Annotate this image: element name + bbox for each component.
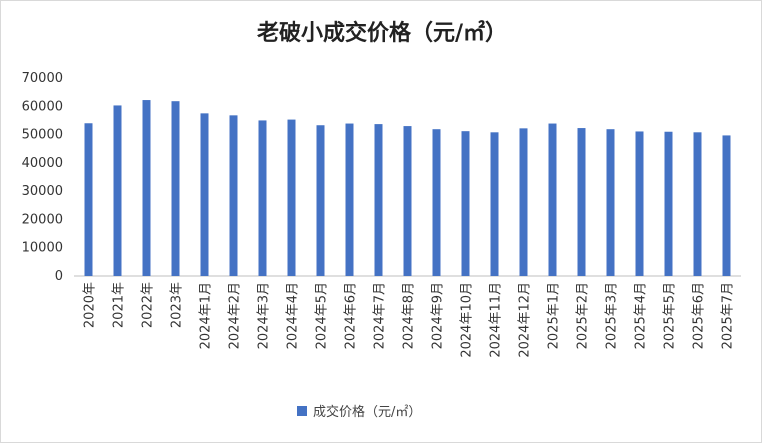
bar [171, 101, 180, 277]
bar [316, 125, 325, 276]
bar [200, 113, 209, 276]
bar [142, 100, 151, 276]
y-tick-label: 60000 [22, 99, 63, 114]
bar [577, 128, 586, 276]
bar [519, 128, 528, 276]
x-tick-label: 2024年2月 [228, 282, 243, 349]
legend: 成交价格（元/㎡） [297, 404, 421, 420]
x-tick-label: 2024年11月 [489, 282, 504, 358]
y-tick-label: 10000 [22, 241, 63, 256]
y-tick-label: 0 [55, 269, 63, 284]
bar [229, 115, 238, 276]
bar [635, 131, 644, 276]
x-tick-label: 2024年6月 [344, 282, 359, 349]
x-tick-label: 2021年 [112, 282, 127, 328]
x-tick-label: 2025年6月 [692, 282, 707, 349]
x-tick-label: 2024年9月 [431, 282, 446, 349]
bar [664, 131, 673, 276]
y-axis-ticks: 0 10000 20000 30000 40000 50000 60000 70000 [22, 71, 63, 284]
bar-series [84, 100, 731, 277]
x-tick-label: 2024年7月 [373, 282, 388, 349]
x-tick-label: 2024年5月 [315, 282, 330, 349]
bar [606, 129, 615, 276]
bar [722, 135, 731, 276]
x-tick-label: 2023年 [170, 282, 185, 328]
x-tick-label: 2024年1月 [199, 282, 214, 349]
y-tick-label: 40000 [22, 156, 63, 171]
x-tick-label: 2024年12月 [518, 282, 533, 358]
x-tick-label: 2025年2月 [576, 282, 591, 349]
x-tick-label: 2025年5月 [663, 282, 678, 349]
bar [345, 123, 354, 276]
bar [258, 120, 267, 276]
x-axis-ticks: 2020年 2021年 2022年 2023年 2024年1月 2024年2月 2024年3… [83, 282, 736, 358]
chart-title: 老破小成交价格（元/㎡） [256, 20, 507, 46]
x-tick-label: 2024年4月 [286, 282, 301, 349]
x-tick-label: 2025年1月 [547, 282, 562, 349]
bar [548, 123, 557, 276]
y-tick-label: 70000 [22, 71, 63, 86]
x-tick-label: 2024年8月 [402, 282, 417, 349]
x-tick-label: 2025年7月 [721, 282, 736, 349]
bar [432, 129, 441, 276]
x-tick-label: 2020年 [83, 282, 98, 328]
bar [374, 124, 383, 276]
y-tick-label: 20000 [22, 212, 63, 227]
bar [287, 119, 296, 276]
legend-swatch [297, 406, 307, 416]
x-tick-label: 2025年4月 [634, 282, 649, 349]
x-tick-label: 2024年10月 [460, 282, 475, 358]
x-tick-label: 2022年 [141, 282, 156, 328]
bar [113, 105, 122, 277]
legend-label: 成交价格（元/㎡） [313, 404, 421, 420]
bar [461, 131, 470, 276]
y-tick-label: 30000 [22, 184, 63, 199]
bar [84, 123, 93, 276]
bar [403, 126, 412, 276]
bar [693, 132, 702, 276]
x-tick-label: 2025年3月 [605, 282, 620, 349]
bar [490, 132, 499, 276]
y-tick-label: 50000 [22, 128, 63, 143]
x-tick-label: 2024年3月 [257, 282, 272, 349]
